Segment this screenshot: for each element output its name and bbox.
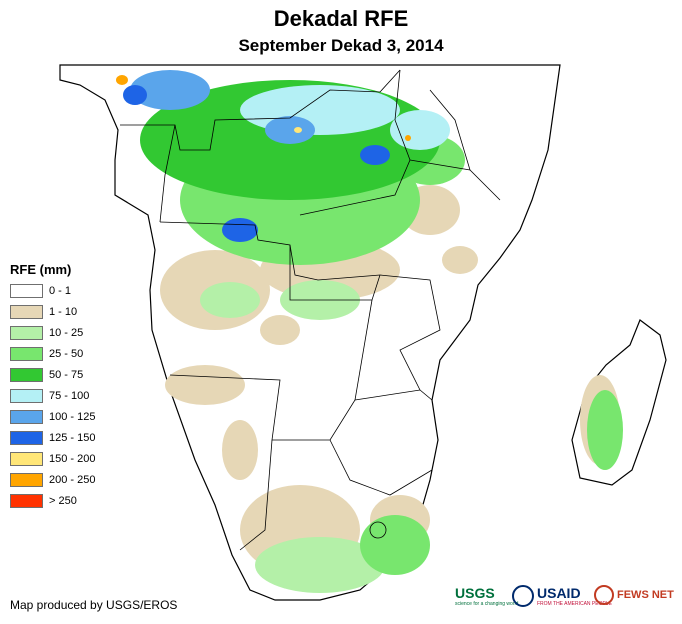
- legend-label: 125 - 150: [49, 432, 96, 444]
- legend-item: > 250: [10, 493, 77, 509]
- legend-item: 125 - 150: [10, 430, 95, 446]
- rainfall-over-150: [116, 75, 411, 141]
- legend-swatch: [10, 494, 43, 508]
- legend-label: > 250: [49, 495, 77, 507]
- usgs-logo: USGS science for a changing world: [455, 585, 519, 607]
- legend-swatch: [10, 452, 43, 466]
- legend-item: 1 - 10: [10, 304, 77, 320]
- credit-text: Map produced by USGS/EROS: [10, 598, 178, 612]
- legend-item: 0 - 1: [10, 283, 71, 299]
- legend-label: 50 - 75: [49, 369, 84, 381]
- legend-label: 25 - 50: [49, 348, 84, 360]
- legend-item: 150 - 200: [10, 451, 95, 467]
- map-subtitle: September Dekad 3, 2014: [238, 36, 444, 55]
- legend-swatch: [10, 284, 43, 298]
- legend-swatch: [10, 431, 43, 445]
- legend-swatch: [10, 305, 43, 319]
- legend-swatch: [10, 368, 43, 382]
- fewsnet-emblem-icon: [594, 585, 614, 605]
- usaid-logo: USAID FROM THE AMERICAN PEOPLE: [512, 585, 612, 607]
- legend-label: 1 - 10: [49, 306, 78, 318]
- legend-item: 10 - 25: [10, 325, 83, 341]
- legend-item: 200 - 250: [10, 472, 95, 488]
- legend-label: 100 - 125: [49, 411, 96, 423]
- legend-swatch: [10, 347, 43, 361]
- fewsnet-logo: FEWS NET: [594, 585, 674, 605]
- legend-label: 75 - 100: [49, 390, 90, 402]
- legend-swatch: [10, 410, 43, 424]
- legend-title: RFE (mm): [10, 262, 72, 277]
- legend-item: 25 - 50: [10, 346, 83, 362]
- country-borders: [120, 69, 501, 551]
- map-title: Dekadal RFE: [273, 6, 409, 31]
- legend-label: 10 - 25: [49, 327, 84, 339]
- legend-swatch: [10, 326, 43, 340]
- legend-item: 50 - 75: [10, 367, 83, 383]
- legend-label: 0 - 1: [49, 285, 72, 297]
- legend-item: 100 - 125: [10, 409, 95, 425]
- legend-label: 150 - 200: [49, 453, 96, 465]
- legend-swatch: [10, 389, 43, 403]
- legend-swatch: [10, 473, 43, 487]
- legend-item: 75 - 100: [10, 388, 89, 404]
- legend-label: 200 - 250: [49, 474, 96, 486]
- usaid-seal-icon: [512, 585, 534, 607]
